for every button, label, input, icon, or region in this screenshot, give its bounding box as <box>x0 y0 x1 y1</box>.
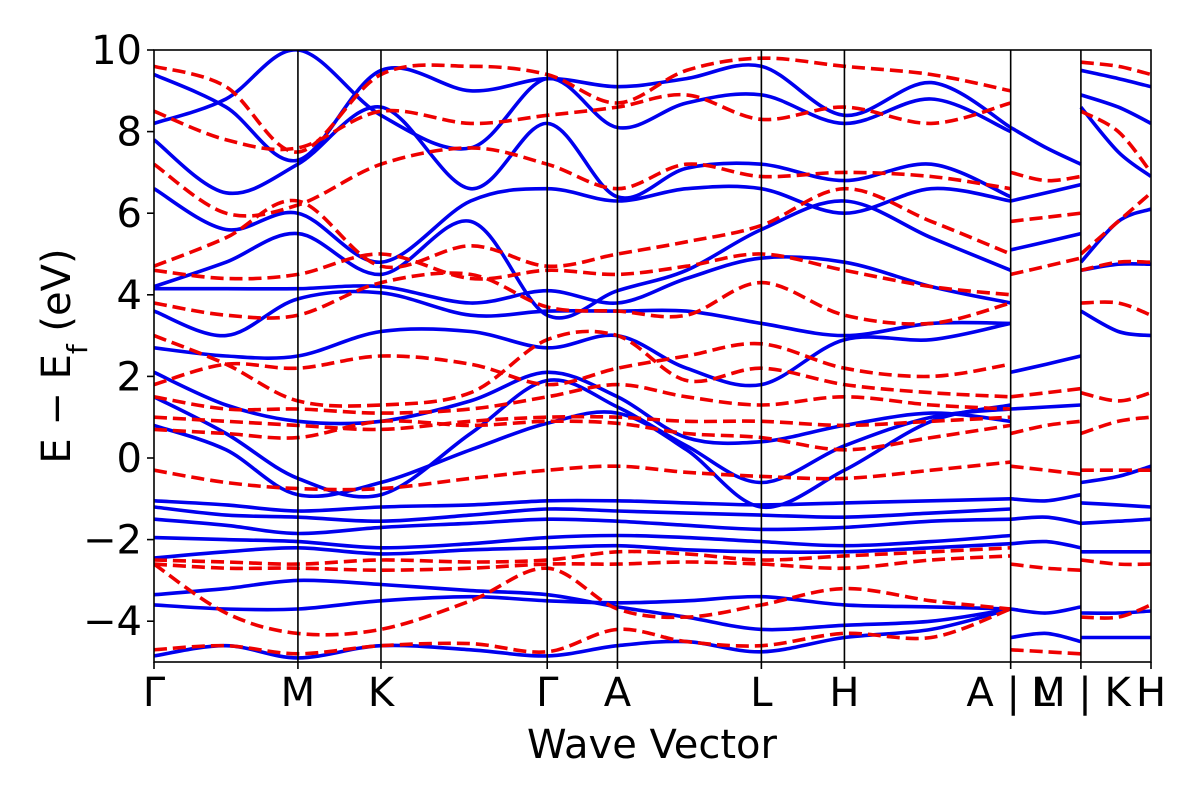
band-line <box>1080 309 1151 338</box>
band-line <box>154 546 1011 566</box>
band-line <box>1010 403 1081 411</box>
y-axis: −4 −2 0 2 4 6 8 10 <box>83 28 154 645</box>
band-line <box>1010 492 1082 503</box>
y-tick-label: −2 <box>83 518 142 564</box>
band-line <box>154 517 1011 536</box>
band-line <box>154 252 1011 297</box>
band-line <box>1080 415 1151 436</box>
band-line <box>1010 256 1082 277</box>
band-line <box>154 533 1011 550</box>
band-line <box>1080 558 1151 567</box>
band-line <box>154 378 1011 499</box>
band-line <box>154 186 1012 270</box>
band-line <box>1010 562 1081 572</box>
band-line <box>154 505 1011 524</box>
band-line <box>154 146 1011 218</box>
y-axis-title: E − Ef (eV) <box>34 248 94 463</box>
band-line <box>154 105 1012 200</box>
band-line <box>1010 631 1082 644</box>
x-tick-label: A <box>604 670 632 716</box>
band-line <box>1010 464 1082 477</box>
band-line <box>1010 231 1082 252</box>
y-tick-label: 8 <box>117 110 142 156</box>
band-line <box>154 341 1011 387</box>
band-line <box>154 403 1012 509</box>
x-axis-title: Wave Vector <box>527 722 778 768</box>
y-tick-label: 6 <box>117 191 142 237</box>
band-line <box>1080 60 1151 77</box>
y-tick-label: −4 <box>83 599 142 645</box>
band-line <box>1080 68 1151 89</box>
band-line <box>1079 207 1151 264</box>
solid-bands-series <box>154 50 1151 660</box>
band-line <box>1080 390 1151 403</box>
band-line <box>1080 609 1151 615</box>
band-line <box>154 541 1011 560</box>
band-line <box>1080 603 1151 620</box>
band-line <box>1010 605 1082 615</box>
band-line <box>1080 93 1151 126</box>
band-line <box>154 607 1012 660</box>
band-line <box>1009 125 1082 166</box>
y-axis-title-unit: (eV) <box>34 248 80 344</box>
band-line <box>1010 170 1082 183</box>
band-line <box>1010 539 1082 550</box>
y-axis-title-main: E − E <box>34 354 80 464</box>
band-line <box>1010 211 1082 224</box>
x-tick-label: L <box>750 670 773 716</box>
band-line <box>1079 191 1151 256</box>
band-line <box>154 63 1012 163</box>
band-line <box>1010 354 1082 375</box>
y-axis-title-sub: f <box>61 343 94 354</box>
band-line <box>154 414 1011 432</box>
band-line <box>1080 501 1151 509</box>
band-line <box>1010 515 1082 526</box>
x-tick-label: Γ <box>536 670 559 716</box>
band-line <box>154 329 1011 408</box>
band-line <box>1010 648 1081 656</box>
band-line <box>154 460 1011 492</box>
band-line <box>154 497 1011 513</box>
band-line <box>1079 105 1151 178</box>
x-tick-label: H <box>829 670 859 716</box>
x-tick-label: Γ <box>143 670 166 716</box>
band-line <box>154 382 1011 415</box>
band-line <box>154 199 1012 320</box>
x-tick-label: H <box>1136 670 1166 716</box>
band-line <box>154 184 1012 265</box>
band-line <box>1010 386 1082 399</box>
band-line <box>154 419 1011 452</box>
y-tick-label: 2 <box>117 354 142 400</box>
x-tick-label: M <box>281 670 316 716</box>
x-tick-label: K <box>368 670 396 716</box>
y-tick-label: 0 <box>117 436 142 482</box>
band-line <box>154 56 1012 154</box>
x-tick-label: M | K <box>1031 670 1132 716</box>
band-line <box>154 92 1012 152</box>
band-line <box>1080 109 1151 174</box>
band-lines <box>154 50 1151 660</box>
band-line <box>1080 259 1151 273</box>
band-line <box>154 562 1011 637</box>
y-tick-label: 10 <box>91 28 142 74</box>
high-symmetry-lines <box>297 50 1082 662</box>
band-line <box>154 255 1012 305</box>
y-tick-label: 4 <box>117 273 142 319</box>
x-tick-label: A | L <box>966 670 1055 716</box>
band-line <box>1080 517 1151 526</box>
plot-frame <box>153 49 1152 663</box>
band-line <box>1010 182 1082 203</box>
band-line <box>154 50 1012 151</box>
band-line <box>1080 300 1151 317</box>
band-line <box>154 607 1012 656</box>
band-line <box>154 578 1011 632</box>
band-line <box>1010 419 1082 436</box>
band-line <box>154 554 1011 572</box>
